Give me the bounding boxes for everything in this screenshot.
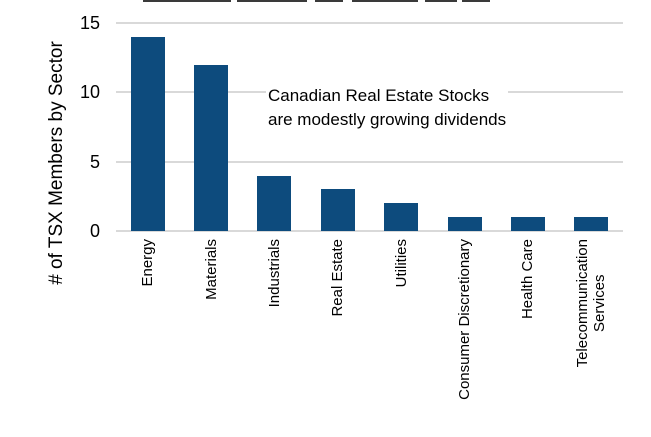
bar-consumer-discretionary	[447, 217, 482, 231]
cropped-title-fragment	[352, 0, 418, 2]
y-tick-label-0: 0	[89, 221, 100, 241]
bar-utilities	[384, 203, 419, 231]
category-label-real-estate: Real Estate	[329, 239, 347, 317]
bar-materials	[194, 64, 229, 231]
category-label-telecommunication: Telecommunication Services	[574, 239, 609, 368]
bar-energy	[130, 36, 165, 231]
category-label-consumer-discretionary: Consumer Discretionary	[456, 239, 474, 400]
y-tick-label-10: 10	[79, 82, 100, 102]
y-tick-label-15: 15	[79, 13, 100, 33]
cropped-title-fragment	[237, 0, 307, 2]
gridline-y-0	[116, 230, 623, 232]
bar-health-care	[510, 217, 545, 231]
bar-industrials	[257, 175, 292, 231]
cropped-title-fragment	[143, 0, 231, 2]
category-label-industrials: Industrials	[265, 239, 283, 308]
annotation-text: Canadian Real Estate Stocks are modestly…	[266, 83, 509, 133]
bar-real-estate	[320, 189, 355, 231]
gridline-y-5	[116, 161, 623, 163]
cropped-title-fragments	[143, 0, 490, 2]
cropped-title-fragment	[315, 0, 343, 2]
cropped-title-fragment	[462, 0, 490, 2]
category-label-health-care: Health Care	[519, 239, 537, 320]
cropped-title-fragment	[425, 0, 457, 2]
gridline-y-15	[116, 22, 623, 24]
bar-telecommunication	[574, 217, 609, 231]
category-label-energy: Energy	[139, 239, 157, 287]
category-label-utilities: Utilities	[392, 239, 410, 288]
y-tick-label-5: 5	[89, 152, 100, 172]
category-label-materials: Materials	[202, 239, 220, 300]
